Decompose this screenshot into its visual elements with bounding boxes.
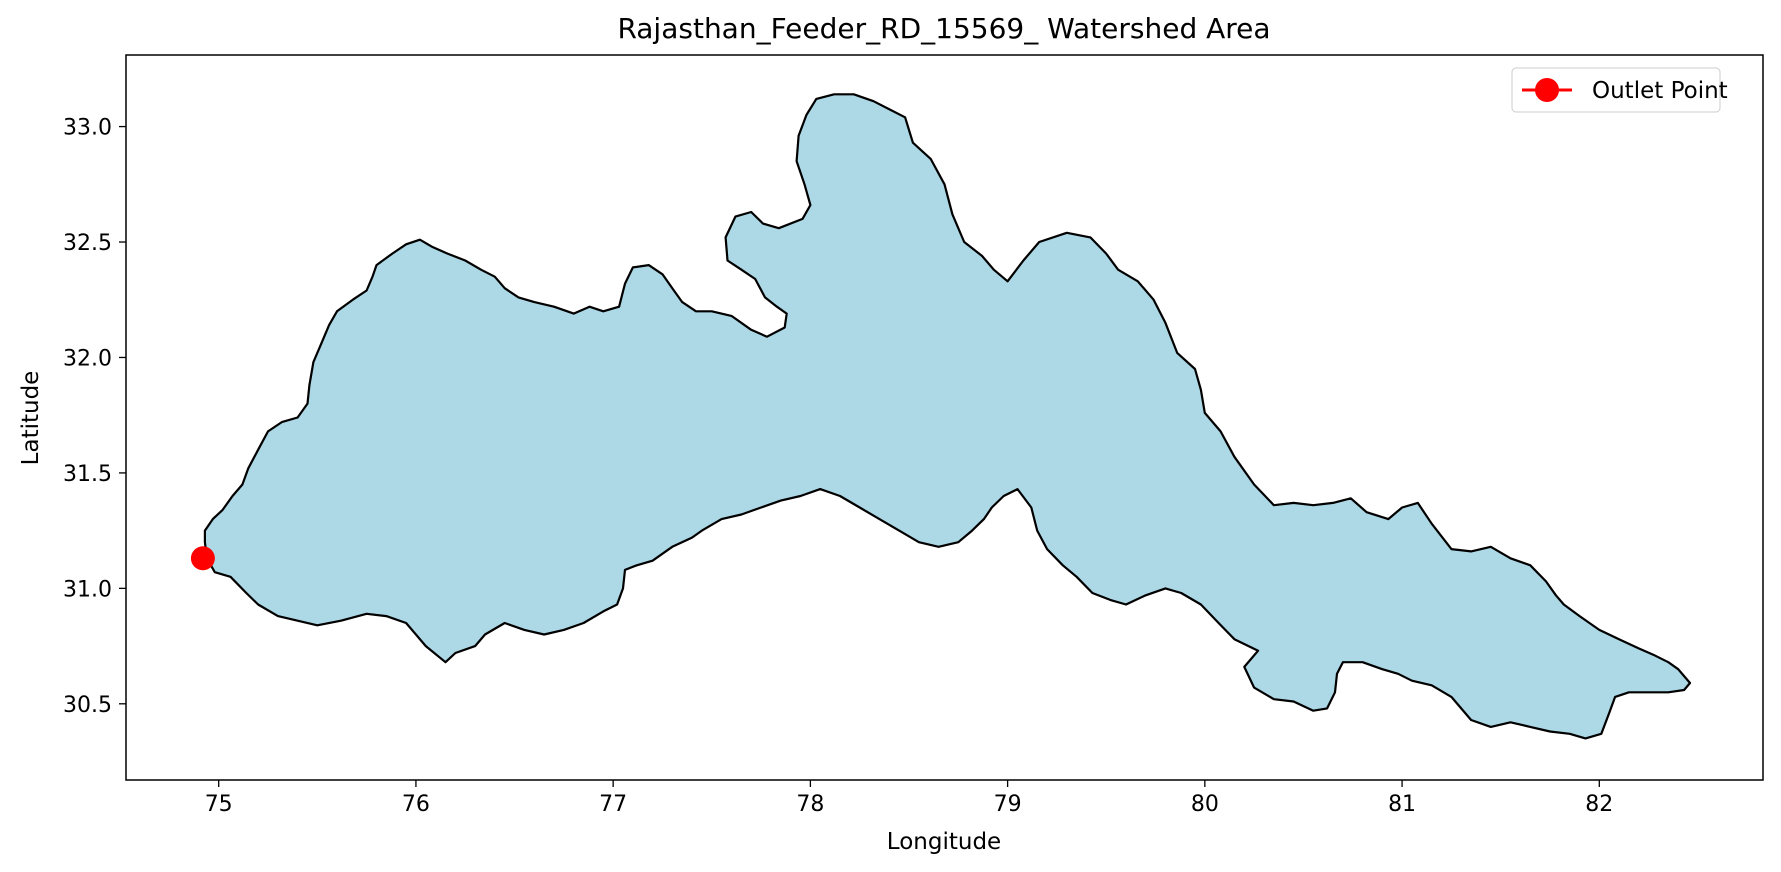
y-tick-label: 31.5 — [63, 462, 112, 487]
watershed-polygon — [203, 93, 1692, 740]
x-axis-ticks: 75 76 77 78 79 80 81 82 — [205, 780, 1613, 817]
x-tick-label: 82 — [1585, 792, 1613, 817]
y-tick-label: 33.0 — [63, 116, 112, 141]
plot-area — [190, 93, 1692, 740]
x-tick-label: 77 — [599, 792, 627, 817]
y-axis-label: Latitude — [18, 371, 44, 466]
y-axis-ticks: 30.5 31.0 31.5 32.0 32.5 33.0 — [63, 116, 126, 718]
x-tick-label: 76 — [402, 792, 430, 817]
x-tick-label: 78 — [796, 792, 824, 817]
legend: Outlet Point — [1511, 67, 1728, 113]
map-title: Rajasthan_Feeder_RD_15569_ Watershed Are… — [617, 12, 1270, 45]
x-tick-label: 75 — [205, 792, 233, 817]
x-tick-label: 79 — [994, 792, 1022, 817]
legend-marker-icon — [1535, 78, 1559, 102]
axes-frame — [125, 54, 1764, 781]
axes-border — [125, 54, 1764, 781]
legend-label: Outlet Point — [1592, 78, 1728, 104]
y-tick-label: 32.0 — [63, 346, 112, 371]
y-tick-label: 31.0 — [63, 577, 112, 602]
y-tick-label: 32.5 — [63, 231, 112, 256]
legend-box — [1511, 67, 1721, 113]
outlet-point-marker — [190, 546, 215, 571]
x-tick-label: 81 — [1388, 792, 1416, 817]
x-tick-label: 80 — [1191, 792, 1219, 817]
x-axis-label: Longitude — [887, 829, 1001, 855]
y-tick-label: 30.5 — [63, 693, 112, 718]
